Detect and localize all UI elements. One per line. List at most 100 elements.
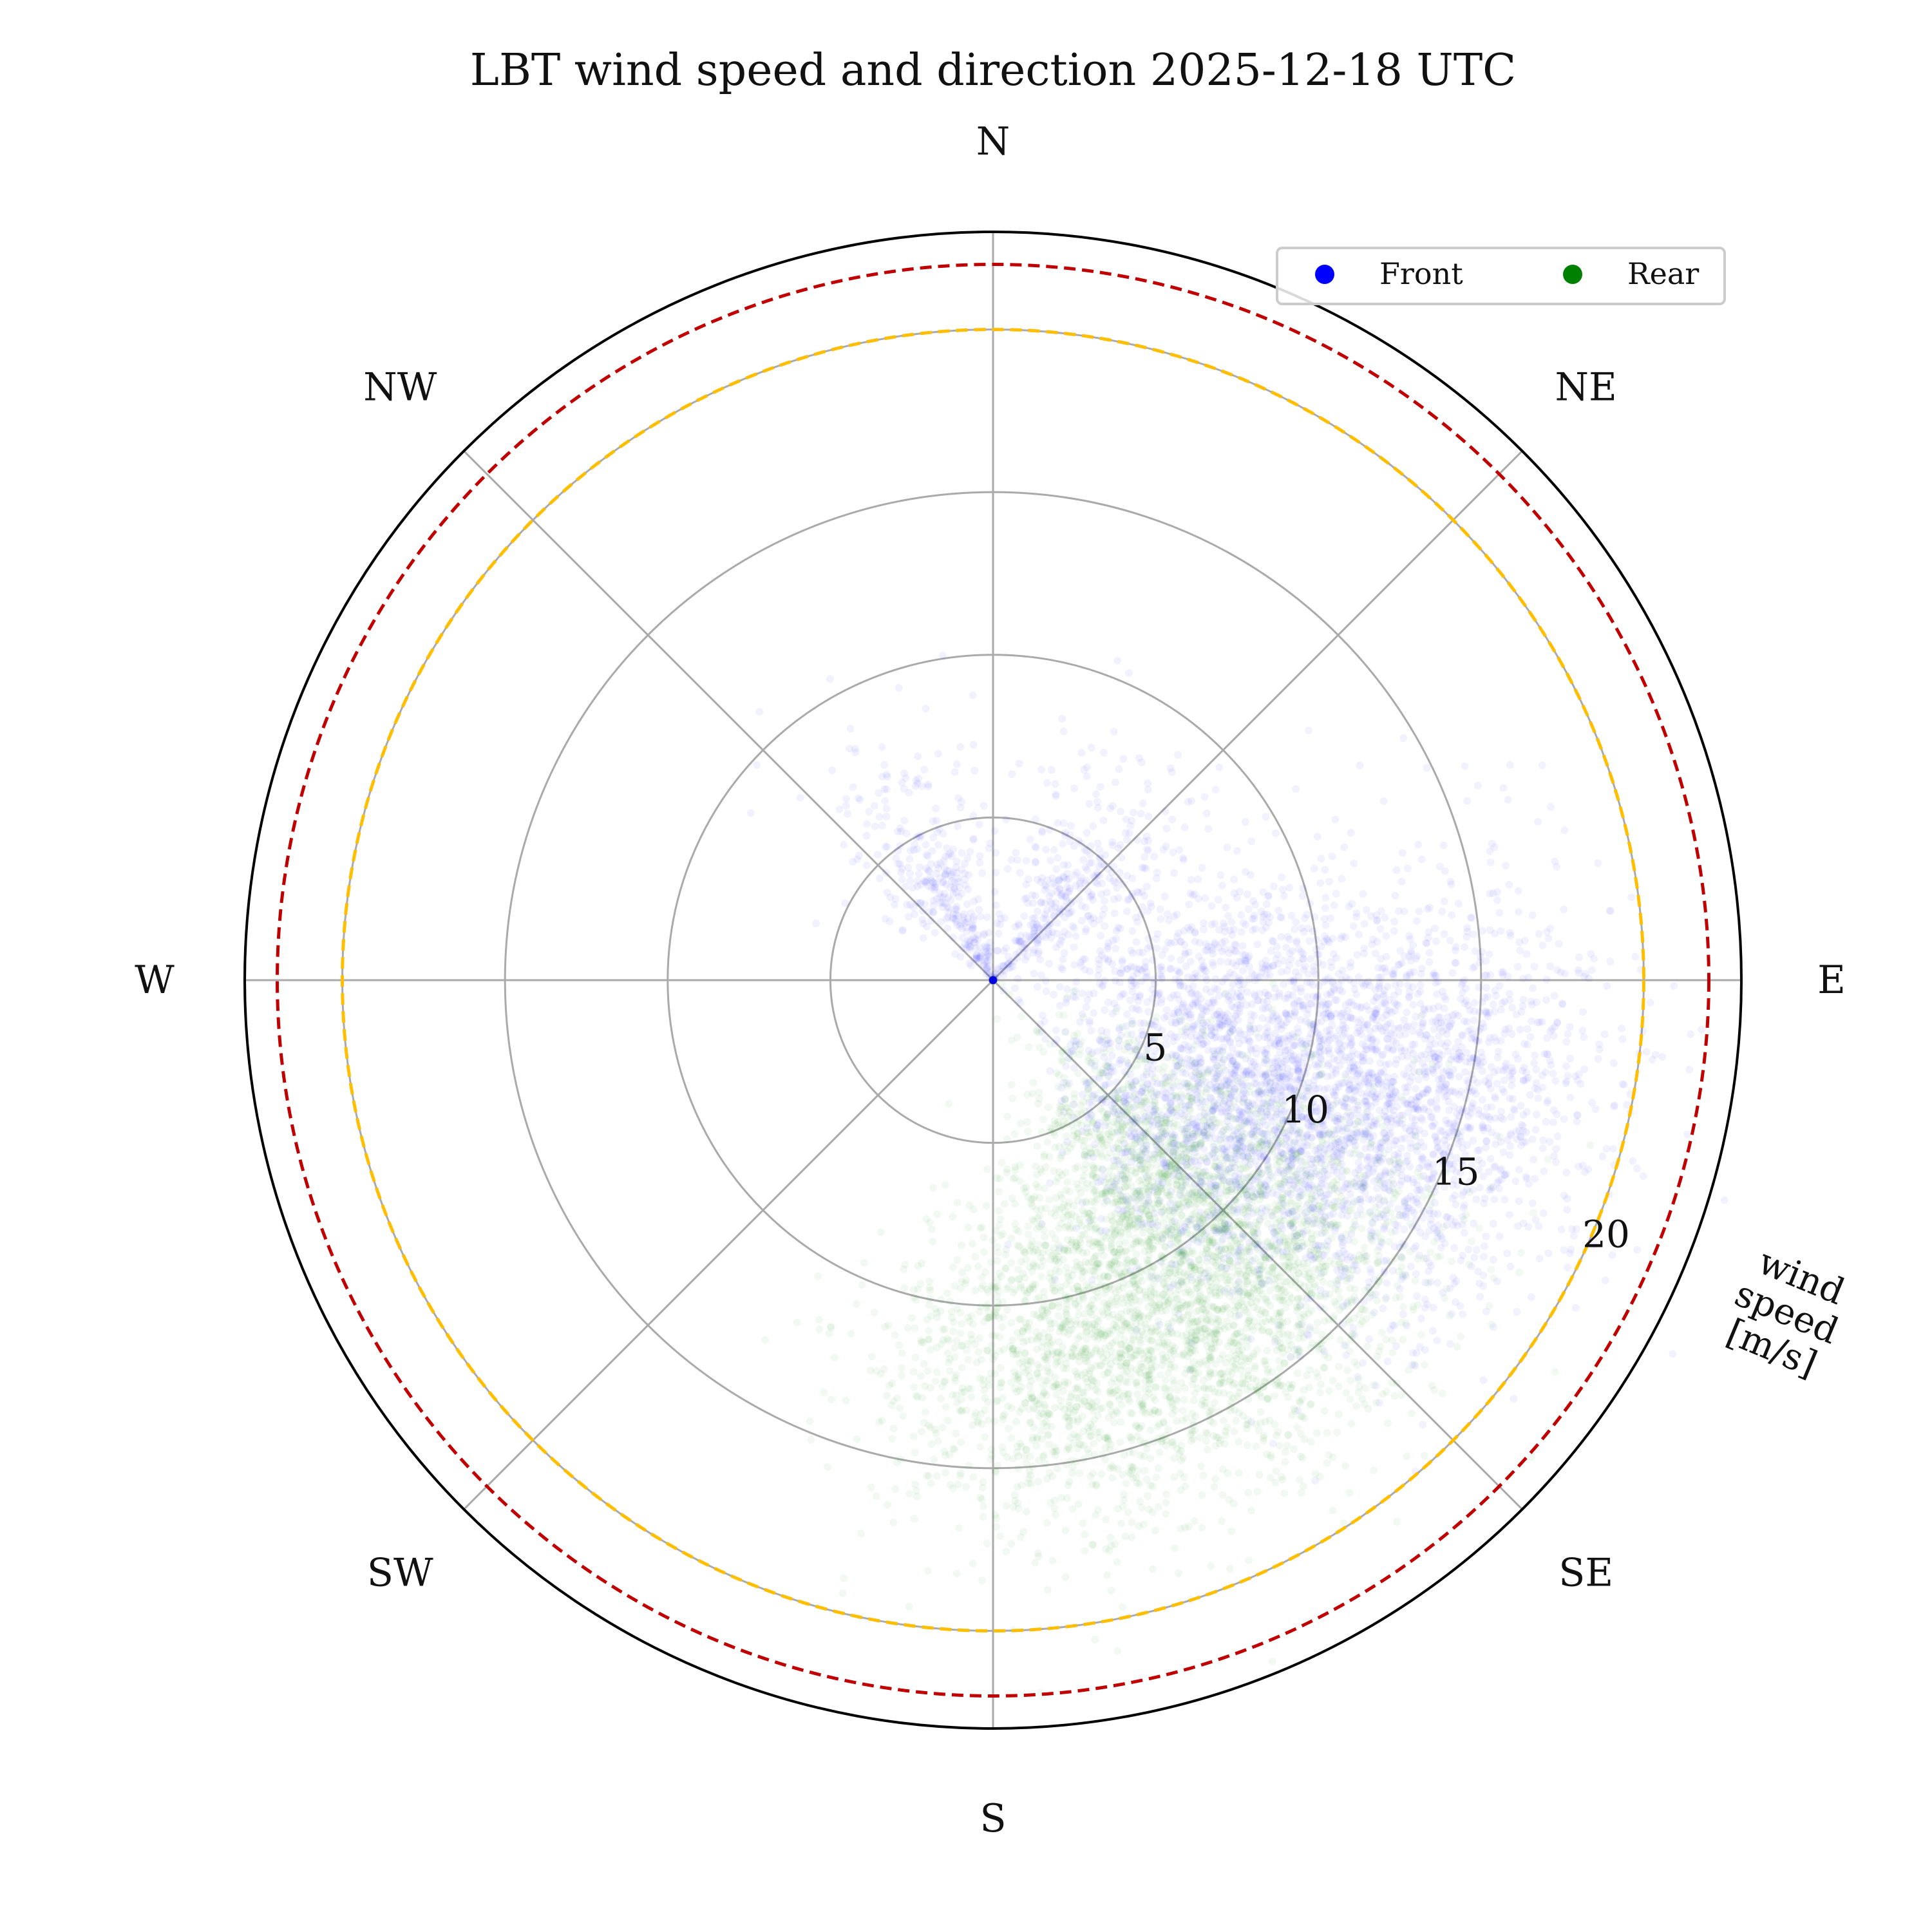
- data-point: [1090, 1009, 1098, 1018]
- data-point: [1307, 1170, 1315, 1178]
- data-point: [1533, 1018, 1542, 1027]
- data-point: [1386, 1168, 1394, 1177]
- data-point: [1454, 900, 1463, 908]
- data-point: [1279, 1247, 1287, 1256]
- data-point: [1508, 1069, 1516, 1077]
- data-point: [1463, 1141, 1472, 1149]
- data-point: [1338, 1147, 1346, 1155]
- data-point: [1309, 927, 1318, 936]
- data-point: [1255, 1165, 1264, 1173]
- data-point: [1166, 1240, 1175, 1248]
- data-point: [1466, 1006, 1474, 1014]
- data-point: [1340, 1099, 1349, 1108]
- data-point: [1170, 1033, 1179, 1041]
- data-point: [1294, 1117, 1303, 1125]
- data-point: [1133, 836, 1141, 844]
- data-point: [1307, 1117, 1315, 1125]
- data-point: [1243, 1148, 1251, 1157]
- data-point: [1226, 969, 1235, 977]
- data-point: [1356, 1066, 1364, 1075]
- data-point: [1359, 1050, 1368, 1059]
- data-point: [1293, 1094, 1301, 1103]
- data-point: [1198, 1069, 1207, 1077]
- data-point: [1383, 1035, 1392, 1043]
- data-point: [1377, 1078, 1385, 1086]
- data-point: [1341, 1079, 1349, 1087]
- data-point: [1224, 1112, 1233, 1121]
- data-point: [1228, 1057, 1236, 1065]
- data-point: [972, 951, 981, 959]
- data-point: [1383, 1028, 1391, 1037]
- data-point: [1207, 1024, 1215, 1032]
- data-point: [1253, 1173, 1262, 1181]
- data-point: [1160, 1014, 1168, 1022]
- data-point: [1609, 1059, 1618, 1067]
- data-point: [1373, 1045, 1381, 1054]
- data-point: [1274, 1034, 1282, 1043]
- data-point: [1338, 966, 1347, 974]
- data-point: [1166, 939, 1175, 947]
- data-point: [1310, 1021, 1318, 1029]
- data-point: [1388, 1046, 1397, 1054]
- data-point: [1295, 945, 1303, 953]
- data-point: [1191, 999, 1200, 1007]
- data-point: [1332, 1066, 1340, 1074]
- data-point: [1269, 882, 1278, 891]
- data-point: [1341, 1103, 1349, 1111]
- data-point: [1385, 1006, 1394, 1014]
- data-point: [1277, 968, 1285, 976]
- data-point: [1305, 1108, 1314, 1116]
- data-point: [940, 864, 949, 872]
- data-point: [1258, 1155, 1266, 1162]
- data-point: [1316, 1071, 1324, 1079]
- data-point: [753, 761, 761, 769]
- data-point: [1327, 1130, 1336, 1139]
- data-point: [1366, 1027, 1374, 1036]
- data-point: [1285, 1209, 1293, 1218]
- data-point: [1296, 1128, 1304, 1137]
- data-point: [1341, 1142, 1349, 1150]
- data-point: [1316, 1208, 1324, 1217]
- data-point: [1515, 1166, 1523, 1174]
- data-point: [1056, 983, 1064, 991]
- data-point: [1303, 993, 1312, 1001]
- data-point: [1042, 846, 1050, 854]
- data-point: [1403, 1151, 1411, 1160]
- data-point: [1280, 1200, 1288, 1208]
- data-point: [1321, 1110, 1330, 1119]
- data-point: [1356, 1082, 1364, 1090]
- data-point: [1022, 857, 1030, 865]
- data-point: [1223, 1104, 1231, 1112]
- data-point: [1327, 963, 1336, 972]
- data-point: [1528, 1017, 1535, 1025]
- data-point: [1579, 1008, 1587, 1016]
- data-point: [1391, 1007, 1399, 1015]
- data-point: [1313, 1319, 1321, 1327]
- data-point: [1345, 1489, 1354, 1497]
- data-point: [1334, 1138, 1342, 1146]
- data-point: [1373, 916, 1381, 925]
- data-point: [1315, 981, 1323, 990]
- data-point: [1401, 1124, 1410, 1132]
- data-point: [849, 783, 857, 791]
- data-point: [1466, 1123, 1475, 1132]
- data-point: [1440, 1083, 1448, 1091]
- data-point: [1329, 1101, 1337, 1110]
- data-point: [1190, 1120, 1198, 1128]
- data-point: [1287, 1149, 1296, 1157]
- data-point: [1549, 1069, 1557, 1077]
- data-point: [1646, 999, 1654, 1007]
- data-point: [1365, 1170, 1373, 1178]
- data-point: [1311, 1215, 1319, 1224]
- data-point: [1437, 1039, 1445, 1048]
- data-point: [1110, 999, 1119, 1008]
- data-point: [1059, 955, 1067, 963]
- data-point: [1179, 854, 1187, 862]
- data-point: [1215, 1164, 1224, 1172]
- data-point: [1269, 1084, 1278, 1092]
- data-point: [1462, 984, 1470, 992]
- data-point: [1414, 1075, 1423, 1084]
- data-point: [1186, 1088, 1194, 1096]
- data-point: [1251, 971, 1259, 980]
- data-point: [1432, 972, 1440, 980]
